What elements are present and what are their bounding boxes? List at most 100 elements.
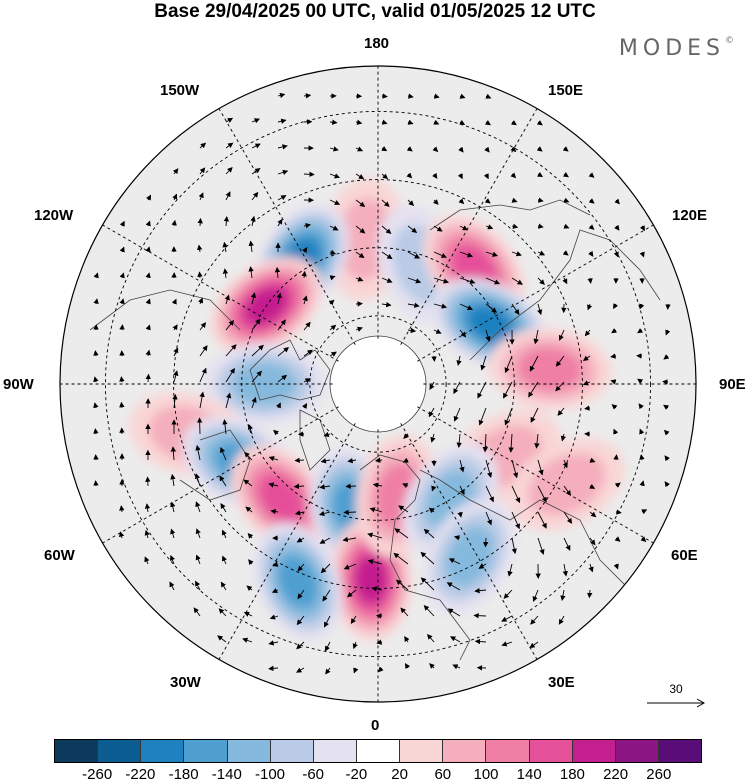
wind-arrow [663,404,670,410]
wind-arrow [588,250,594,257]
wind-arrow [277,195,287,201]
wind-arrow [374,457,383,463]
wind-arrow [484,120,491,126]
wind-arrow [381,119,388,125]
wind-arrow [400,607,409,617]
wind-arrow [530,615,539,625]
wind-arrow [503,589,513,599]
wind-arrow [329,249,337,255]
wind-arrow [277,218,283,227]
map-title: Base 29/04/2025 00 UTC, valid 01/05/2025… [154,1,596,22]
colorbar-swatch [141,740,185,762]
wind-arrow [485,93,492,99]
wind-arrow [555,381,565,392]
wind-arrow [274,266,281,279]
wind-arrow [558,615,565,625]
wind-arrow [243,479,253,487]
wind-arrow [562,250,569,256]
wind-arrow [381,277,393,283]
wind-arrow [433,328,442,334]
wind-arrow [353,667,359,674]
wind-arrow [222,419,228,435]
wind-arrow [248,240,254,253]
wind-arrow [614,536,621,542]
wind-arrow [614,198,620,205]
wind-arrow [355,251,365,259]
wind-arrow [303,93,312,99]
wind-arrow [276,292,282,305]
wind-arrow [93,272,99,279]
wind-arrow [430,433,436,443]
wind-arrow [355,326,363,332]
wind-arrow [641,509,648,515]
wind-arrow [423,605,435,617]
wind-arrow [459,303,473,311]
wind-arrow [271,588,279,593]
wind-arrow [222,241,228,253]
wind-arrow [402,457,409,463]
wind-arrow [268,640,279,646]
wind-arrow [588,224,595,230]
wind-arrow [511,485,521,504]
wind-arrow [589,537,596,546]
wind-arrow [248,266,254,279]
wind-arrow [277,144,288,150]
colorbar-swatch [572,740,616,762]
wind-arrow [198,192,204,201]
wind-arrow [459,277,476,284]
colorbar-tick-label: 260 [646,766,672,783]
wind-arrow [453,381,461,395]
wind-arrow [329,173,341,179]
wind-arrow [511,537,517,555]
wind-arrow [225,367,235,383]
wind-arrow [639,454,645,461]
wind-arrow [429,663,435,669]
wind-arrow [588,198,595,204]
wind-arrow [560,589,566,602]
anomaly-field [128,177,625,642]
wind-arrow [457,511,463,518]
wind-arrow [169,581,175,591]
wind-arrow [198,297,204,305]
wind-arrow [562,146,569,152]
wind-arrow [507,563,513,577]
wind-arrow [433,225,443,232]
wind-arrow [251,167,261,175]
colorbar-tick-label: 100 [473,766,499,783]
wind-arrow [484,198,491,204]
colorbar-swatch [270,740,314,762]
lon-label-60w: 60W [44,547,75,564]
wind-arrow [381,173,389,180]
wind-arrow [640,536,647,543]
wind-arrow [433,93,440,99]
wind-arrow [511,251,522,257]
wind-arrow [196,244,203,253]
wind-arrow [582,355,591,361]
wind-arrow [402,483,409,489]
wind-arrow [245,506,253,513]
wind-arrow [474,587,487,594]
wind-arrow [484,146,490,153]
lon-label-120e: 120E [672,207,708,224]
wind-arrow [474,638,487,645]
wind-arrow [446,582,461,591]
wind-arrow [319,537,331,544]
wind-arrow [342,536,357,543]
colorbar-tick-label: -20 [345,766,368,783]
anomaly-central-siberia-positive [517,347,583,391]
wind-arrow [404,662,411,669]
wind-arrow [483,537,489,548]
wind-arrow [478,563,487,569]
wind-arrow [119,505,125,513]
map-disc [60,66,696,702]
wind-arrow [302,247,308,254]
wind-arrow [268,665,279,672]
wind-arrow [508,433,514,453]
wind-arrow [453,407,461,422]
wind-arrow [563,511,573,524]
wind-arrow [501,641,513,647]
wind-arrow [423,528,435,539]
wind-arrow [528,381,539,398]
wind-arrow [431,485,437,492]
wind-arrow [277,319,286,331]
